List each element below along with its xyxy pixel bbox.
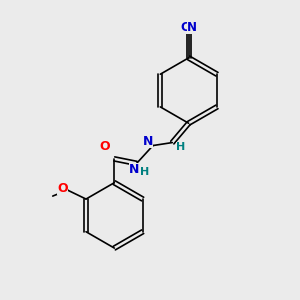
Text: N: N bbox=[129, 164, 140, 176]
Text: O: O bbox=[100, 140, 110, 153]
Text: C: C bbox=[181, 21, 189, 34]
Text: O: O bbox=[57, 182, 68, 195]
Text: N: N bbox=[142, 135, 153, 148]
Text: H: H bbox=[176, 142, 185, 152]
Text: H: H bbox=[140, 167, 150, 177]
Text: N: N bbox=[187, 21, 197, 34]
